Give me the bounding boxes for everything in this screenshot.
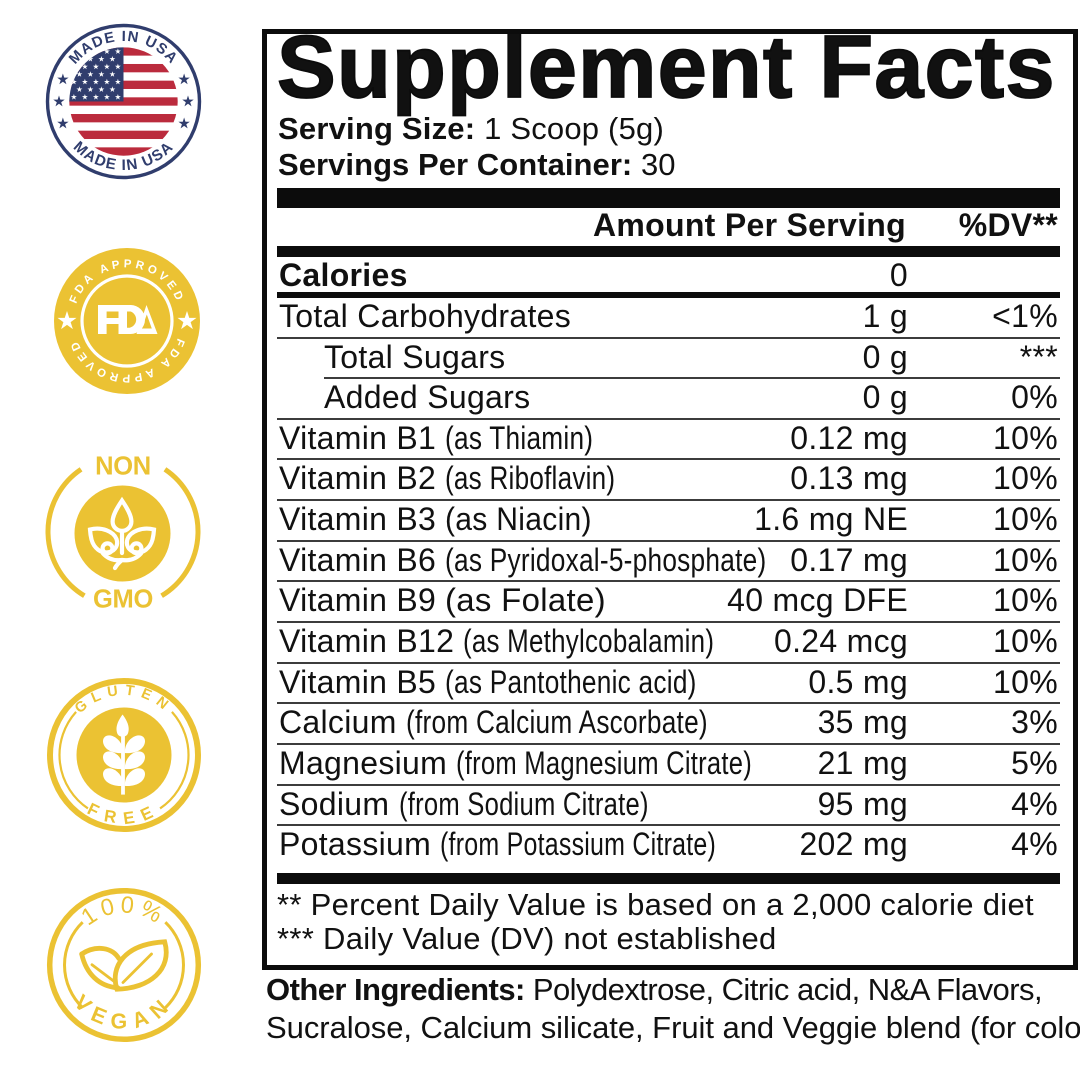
svg-text:GMO: GMO — [93, 586, 153, 614]
svg-text:NON: NON — [95, 453, 151, 481]
